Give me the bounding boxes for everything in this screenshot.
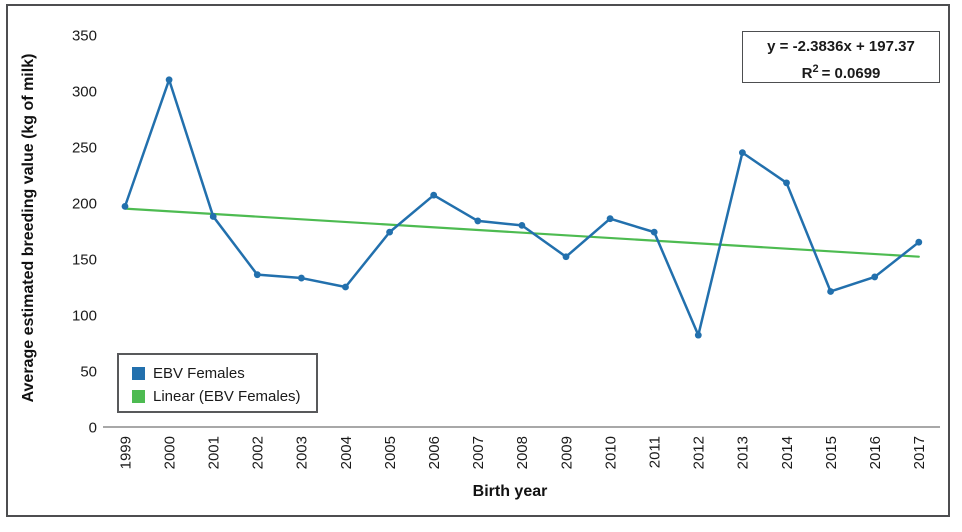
x-tick-label: 2003 (294, 436, 311, 469)
x-tick-label: 2014 (779, 436, 796, 469)
data-point-2002 (253, 271, 261, 279)
x-tick-label: 2010 (602, 436, 619, 469)
ebv-females-line (123, 78, 920, 337)
y-axis-title: Average estimated breeding value (kg of … (20, 53, 37, 403)
y-tick-label: 250 (72, 139, 97, 156)
x-tick-label: 2009 (558, 436, 575, 469)
trendline-equation: y = -2.3836x + 197.37 (767, 38, 915, 55)
data-point-2012 (694, 331, 702, 339)
x-tick-label: 2016 (867, 436, 884, 469)
legend-label-ebv-females: EBV Females (153, 365, 245, 382)
chart-frame (6, 4, 950, 517)
r-squared-value: = 0.0699 (821, 65, 881, 82)
r-squared-exponent: 2 (812, 63, 819, 75)
x-tick-label: 2000 (161, 436, 178, 469)
legend-swatch-ebv-females (132, 367, 145, 380)
data-point-2011 (650, 228, 658, 236)
data-point-2000 (165, 76, 173, 84)
data-point-2007 (474, 217, 482, 225)
x-tick-label: 2001 (205, 436, 222, 469)
trend-line (123, 207, 920, 258)
data-point-2005 (386, 228, 393, 236)
data-point-2006 (430, 191, 438, 199)
x-tick-label: 1999 (117, 436, 134, 469)
legend-swatch-linear (132, 390, 145, 403)
data-point-2001 (209, 213, 217, 220)
y-tick-label: 350 (72, 27, 97, 44)
data-point-2013 (739, 149, 746, 157)
x-tick-label: 2008 (514, 436, 531, 469)
data-point-2009 (562, 253, 570, 261)
data-point-2017 (915, 238, 923, 246)
x-tick-label: 2004 (338, 436, 355, 469)
y-tick-label: 300 (72, 83, 97, 100)
data-point-2016 (871, 273, 879, 281)
data-point-2003 (298, 274, 305, 282)
y-tick-label: 150 (72, 251, 97, 268)
y-tick-label: 0 (89, 419, 97, 436)
legend-item-ebv-females: EBV Females (132, 362, 316, 385)
data-point-2014 (783, 179, 790, 187)
x-tick-label: 2011 (646, 436, 663, 468)
x-axis-title: Birth year (472, 483, 548, 500)
x-tick-label: 2006 (426, 436, 443, 469)
x-tick-label: 2015 (823, 436, 840, 469)
r-squared-base: R (801, 65, 813, 82)
x-tick-label: 2007 (470, 436, 487, 469)
data-point-1999 (121, 202, 129, 210)
legend-item-linear: Linear (EBV Females) (132, 385, 316, 408)
r-squared-text: R2 = 0.0699 (743, 58, 939, 85)
data-point-2008 (518, 222, 526, 229)
equation-box: y = -2.3836x + 197.37 R2 = 0.0699 (742, 31, 940, 83)
x-tick-label: 2017 (911, 436, 928, 469)
x-tick-label: 2012 (691, 436, 708, 469)
x-tick-label: 2002 (250, 436, 267, 469)
data-point-2004 (342, 283, 349, 291)
data-point-2010 (606, 215, 614, 223)
y-tick-label: 100 (72, 307, 97, 324)
legend-label-linear: Linear (EBV Females) (153, 388, 301, 405)
x-tick-label: 2013 (735, 436, 752, 469)
data-point-2015 (827, 288, 834, 295)
legend: EBV Females Linear (EBV Females) (117, 353, 318, 413)
y-tick-label: 200 (72, 195, 97, 212)
y-tick-label: 50 (80, 363, 97, 380)
x-tick-label: 2005 (382, 436, 399, 469)
